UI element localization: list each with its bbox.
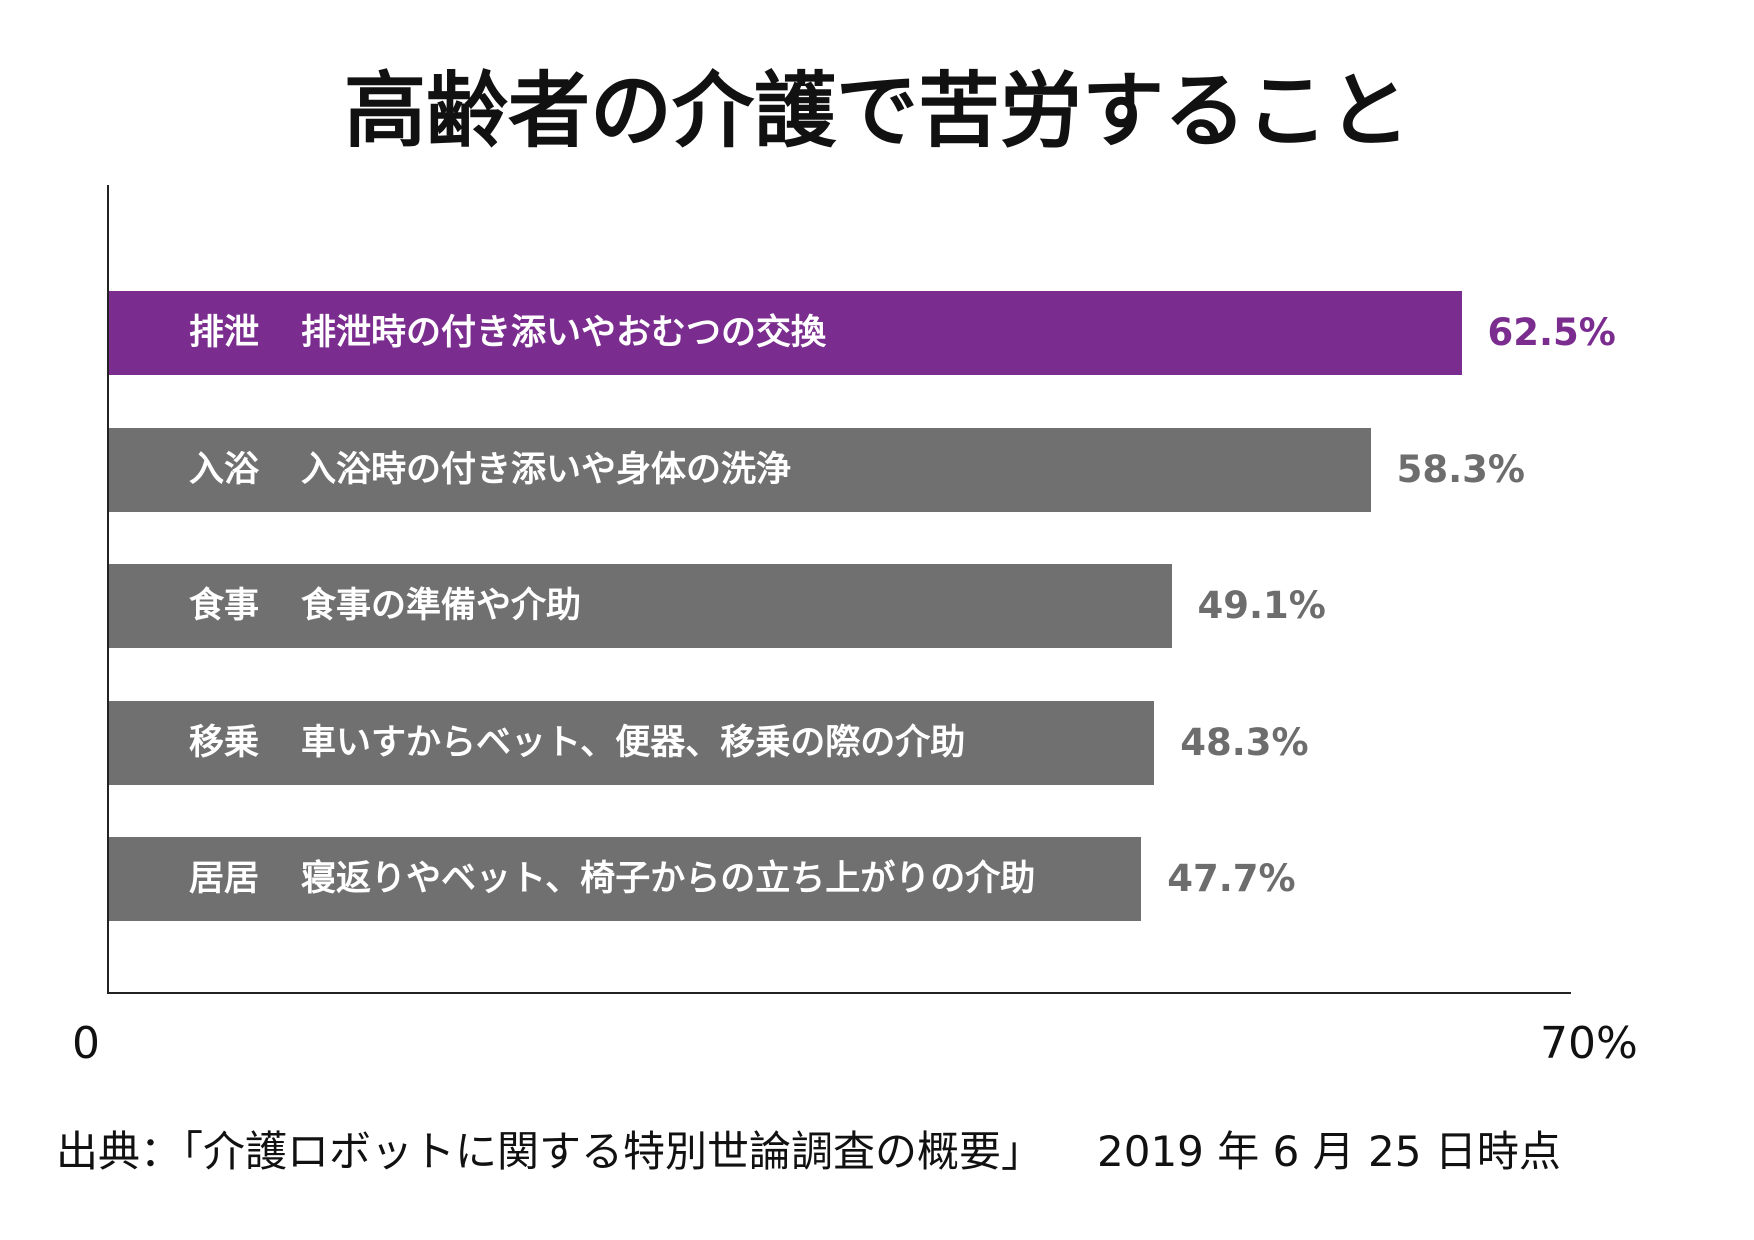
bar-meals: 食事 食事の準備や介助 bbox=[109, 564, 1172, 648]
source-text: 出典：「介護ロボットに関する特別世論調査の概要」 bbox=[56, 1127, 1044, 1176]
y-axis-line bbox=[107, 185, 109, 994]
bar-description-label: 排泄時の付き添いやおむつの交換 bbox=[301, 313, 827, 353]
x-tick-label-min: 0 bbox=[72, 1018, 100, 1069]
source-note: 出典：「介護ロボットに関する特別世論調査の概要」 2019 年 6 月 25 日… bbox=[56, 1124, 1561, 1180]
source-date: 2019 年 6 月 25 日時点 bbox=[1097, 1127, 1561, 1176]
bar-category-label: 排泄 bbox=[189, 313, 260, 353]
bar-transfer: 移乗 車いすからベット、便器、移乗の際の介助 bbox=[109, 700, 1155, 785]
bar-row-meals: 食事 食事の準備や介助 49.1% bbox=[109, 564, 1709, 648]
bar-value-label: 62.5% bbox=[1487, 311, 1616, 354]
bar-row-excretion: 排泄 排泄時の付き添いやおむつの交換 62.5% bbox=[109, 291, 1709, 375]
bar-category-label: 食事 bbox=[189, 586, 260, 626]
bar-value-label: 47.7% bbox=[1167, 857, 1296, 900]
bar-value-label: 48.3% bbox=[1180, 720, 1309, 764]
bar-row-bathing: 入浴 入浴時の付き添いや身体の洗浄 58.3% bbox=[109, 427, 1709, 512]
bar-category-label: 入浴 bbox=[189, 449, 260, 490]
bar-value-label: 49.1% bbox=[1197, 584, 1326, 627]
x-tick-label-max: 70% bbox=[1540, 1018, 1638, 1069]
bar-row-getting-up: 居居 寝返りやベット、椅子からの立ち上がりの介助 47.7% bbox=[109, 837, 1709, 921]
bar-category-label: 移乗 bbox=[189, 722, 260, 763]
bar-description-label: 寝返りやベット、椅子からの立ち上がりの介助 bbox=[301, 859, 1036, 899]
bar-excretion: 排泄 排泄時の付き添いやおむつの交換 bbox=[109, 291, 1462, 375]
bar-description-label: 入浴時の付き添いや身体の洗浄 bbox=[301, 449, 792, 490]
x-axis-line bbox=[107, 992, 1571, 994]
bar-value-label: 58.3% bbox=[1396, 447, 1525, 491]
bar-getting-up: 居居 寝返りやベット、椅子からの立ち上がりの介助 bbox=[109, 837, 1142, 921]
bar-description-label: 車いすからベット、便器、移乗の際の介助 bbox=[301, 722, 966, 763]
bar-bathing: 入浴 入浴時の付き添いや身体の洗浄 bbox=[109, 427, 1371, 512]
chart-title: 高齢者の介護で苦労すること bbox=[343, 64, 1410, 159]
bar-description-label: 食事の準備や介助 bbox=[301, 586, 582, 626]
bar-category-label: 居居 bbox=[189, 859, 260, 899]
bar-row-transfer: 移乗 車いすからベット、便器、移乗の際の介助 48.3% bbox=[109, 700, 1709, 785]
